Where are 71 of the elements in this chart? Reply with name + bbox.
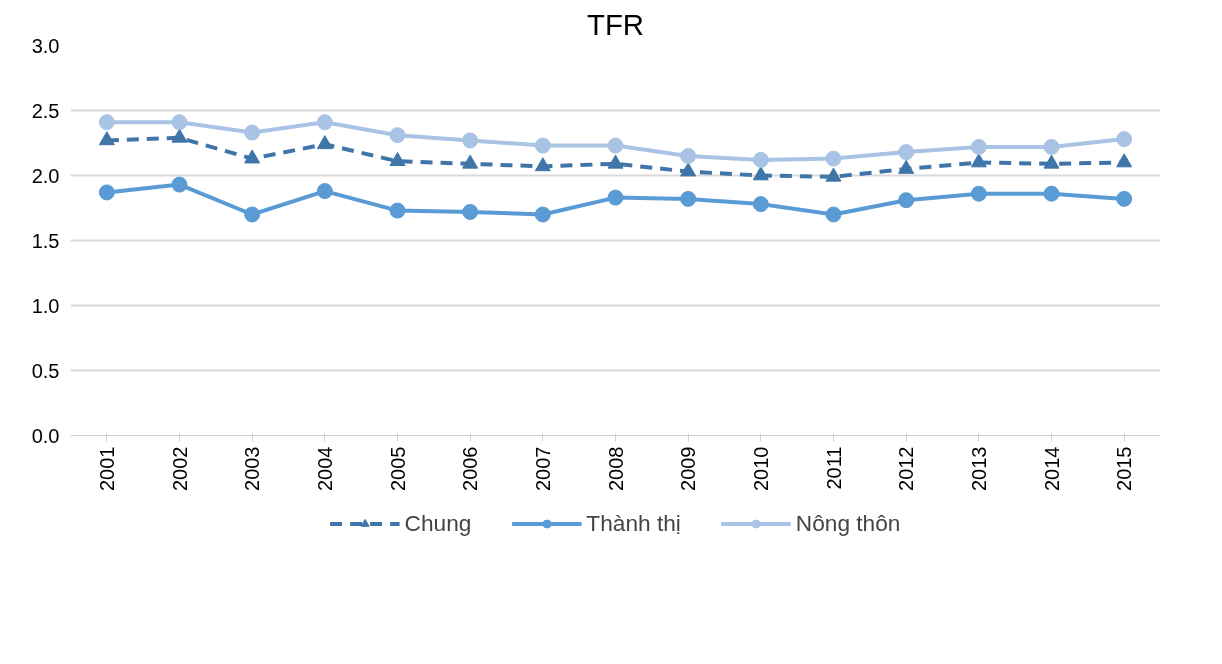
point (825, 150, 842, 167)
x-tick-label: 2010 (749, 446, 772, 491)
legend-label: Nông thôn (795, 509, 901, 537)
point (898, 159, 915, 174)
x-tick-label: 2015 (1113, 446, 1136, 491)
point (680, 190, 697, 207)
point (244, 124, 261, 141)
point (462, 203, 479, 220)
point (1043, 154, 1060, 169)
x-tick-label: 2012 (895, 446, 918, 491)
legend-label: Thành thị (586, 509, 681, 537)
point (752, 151, 769, 168)
point (898, 144, 915, 161)
point (244, 206, 261, 223)
point (389, 127, 406, 144)
point (1043, 138, 1060, 155)
point (98, 184, 115, 201)
point (1116, 190, 1133, 207)
point (534, 157, 551, 172)
point (970, 153, 987, 168)
point (389, 152, 406, 167)
point (171, 114, 188, 131)
x-tick-label: 2003 (241, 446, 264, 491)
point (970, 138, 987, 155)
point (607, 137, 624, 154)
x-tick-label: 2007 (531, 446, 554, 491)
x-tick-label: 2013 (967, 446, 990, 491)
y-tick-label: 2.5 (31, 99, 60, 122)
point (98, 114, 115, 131)
x-tick-label: 2001 (95, 446, 118, 491)
point (316, 183, 333, 200)
point (680, 148, 697, 164)
point (970, 185, 987, 202)
chart-title: TFR (587, 7, 645, 41)
x-tick-label: 2004 (313, 446, 336, 491)
y-tick-label: 1.5 (31, 229, 60, 252)
x-tick-label: 2014 (1040, 446, 1063, 491)
y-tick-label: 2.0 (31, 164, 60, 187)
point (1116, 131, 1133, 148)
y-tick-label: 3.0 (31, 34, 60, 57)
point (1043, 185, 1060, 202)
point (316, 135, 333, 150)
point (752, 166, 769, 181)
y-tick-label: 0.0 (31, 424, 60, 447)
point (1116, 153, 1133, 168)
point (98, 131, 115, 146)
x-tick-label: 2008 (604, 446, 627, 491)
x-tick-label: 2005 (386, 446, 409, 491)
point (534, 206, 551, 223)
y-tick-label: 1.0 (31, 294, 60, 317)
point (462, 154, 479, 169)
point (171, 128, 188, 143)
x-tick-label: 2006 (459, 446, 482, 491)
point (316, 114, 333, 131)
x-tick-label: 2009 (677, 446, 700, 491)
point (462, 132, 479, 149)
point (825, 167, 842, 182)
x-tick-label: 2002 (168, 446, 191, 491)
point (680, 162, 697, 177)
point (389, 202, 406, 219)
point (898, 192, 915, 209)
point (244, 149, 261, 164)
point (607, 189, 624, 206)
x-tick-label: 2011 (822, 446, 845, 490)
point (825, 206, 842, 223)
point (171, 176, 188, 193)
point (534, 137, 551, 154)
point (752, 196, 769, 213)
y-tick-label: 0.5 (31, 359, 60, 382)
legend-label: Chung (404, 509, 472, 537)
point (607, 154, 624, 169)
